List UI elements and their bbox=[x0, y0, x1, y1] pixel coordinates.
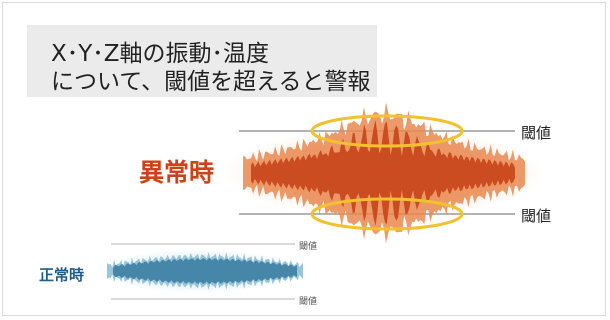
upper-exceed-highlight-ring bbox=[310, 114, 464, 148]
normal-waveform bbox=[99, 243, 303, 300]
abnormal-threshold-lower-label: 閾値 bbox=[521, 207, 552, 225]
normal-envelope-inner bbox=[113, 258, 297, 284]
diagram-frame: X･Y･Z軸の振動･温度 について、閾値を超えると警報 bbox=[2, 2, 606, 316]
waveform-illustration bbox=[99, 102, 543, 300]
abnormal-envelope-inner bbox=[251, 120, 515, 226]
normal-label: 正常時 bbox=[39, 266, 85, 284]
title-line-1: X･Y･Z軸の振動･温度 bbox=[51, 41, 270, 67]
abnormal-label: 異常時 bbox=[139, 158, 215, 187]
normal-threshold-upper-label: 閾値 bbox=[299, 242, 318, 252]
title-line-2: について、閾値を超えると警報 bbox=[51, 69, 371, 95]
abnormal-waveform bbox=[223, 102, 543, 244]
normal-threshold-lower-label: 閾値 bbox=[299, 297, 318, 307]
abnormal-threshold-upper-label: 閾値 bbox=[521, 124, 552, 142]
title-box: X･Y･Z軸の振動･温度 について、閾値を超えると警報 bbox=[27, 25, 377, 97]
lower-exceed-highlight-ring bbox=[310, 197, 464, 231]
